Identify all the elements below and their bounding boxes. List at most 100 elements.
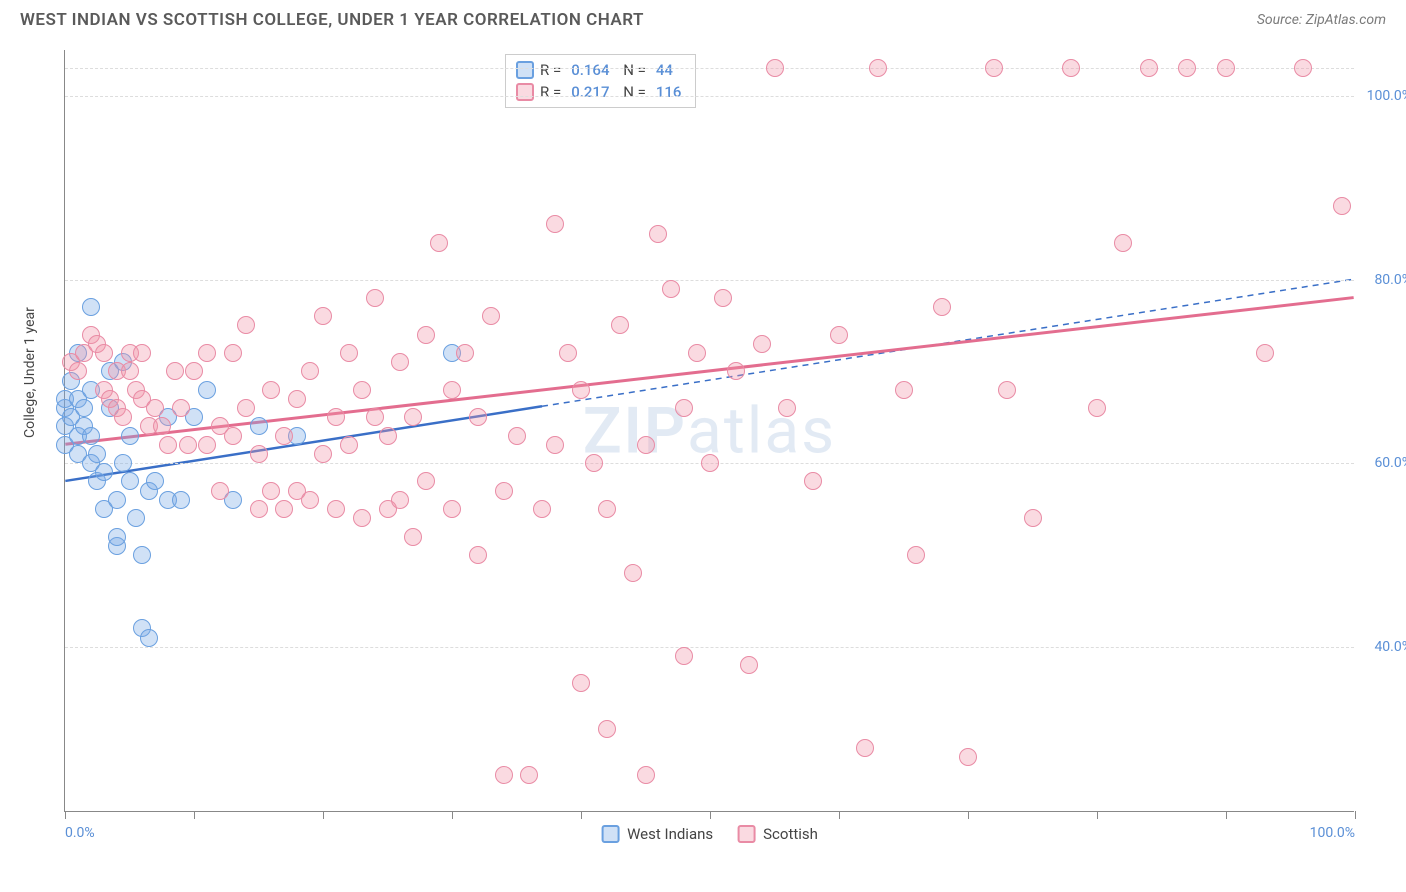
data-point — [353, 509, 371, 527]
data-point — [133, 344, 151, 362]
data-point — [250, 445, 268, 463]
data-point — [198, 344, 216, 362]
data-point — [404, 528, 422, 546]
legend-r-label: R = — [540, 61, 561, 79]
data-point — [417, 472, 435, 490]
data-point — [1062, 59, 1080, 77]
data-point — [1294, 59, 1312, 77]
data-point — [166, 362, 184, 380]
data-point — [598, 720, 616, 738]
data-point — [237, 316, 255, 334]
data-point — [262, 381, 280, 399]
legend-row: R = 0.164 N = 44 — [516, 59, 685, 81]
data-point — [262, 482, 280, 500]
data-point — [314, 445, 332, 463]
data-point — [701, 454, 719, 472]
data-point — [546, 215, 564, 233]
data-point — [179, 436, 197, 454]
data-point — [391, 491, 409, 509]
data-point — [1088, 399, 1106, 417]
data-point — [740, 656, 758, 674]
data-point — [301, 362, 319, 380]
data-point — [108, 491, 126, 509]
data-point — [482, 307, 500, 325]
gridline — [65, 647, 1354, 648]
y-axis-label: College, Under 1 year — [22, 307, 38, 438]
y-tick-label: 40.0% — [1374, 639, 1406, 655]
data-point — [275, 427, 293, 445]
data-point — [637, 766, 655, 784]
data-point — [121, 362, 139, 380]
data-point — [572, 381, 590, 399]
data-point — [224, 344, 242, 362]
data-point — [456, 344, 474, 362]
gridline — [65, 68, 1354, 69]
scatter-chart: ZIPatlas R = 0.164 N = 44 R = 0.217 N = … — [64, 50, 1354, 812]
series-legend-label: Scottish — [763, 825, 818, 843]
y-tick-label: 60.0% — [1374, 455, 1406, 471]
x-tick — [194, 811, 195, 819]
source-attribution: Source: ZipAtlas.com — [1257, 12, 1386, 28]
data-point — [959, 748, 977, 766]
data-point — [830, 326, 848, 344]
data-point — [662, 280, 680, 298]
data-point — [140, 629, 158, 647]
legend-n-label: N = — [619, 83, 645, 101]
data-point — [275, 500, 293, 518]
data-point — [895, 381, 913, 399]
y-tick-label: 100.0% — [1367, 88, 1406, 104]
data-point — [585, 454, 603, 472]
data-point — [1256, 344, 1274, 362]
data-point — [1114, 234, 1132, 252]
data-point — [804, 472, 822, 490]
data-point — [314, 307, 332, 325]
data-point — [869, 59, 887, 77]
data-point — [288, 390, 306, 408]
data-point — [495, 766, 513, 784]
data-point — [172, 491, 190, 509]
data-point — [146, 399, 164, 417]
data-point — [508, 427, 526, 445]
data-point — [82, 298, 100, 316]
data-point — [443, 500, 461, 518]
y-tick-label: 80.0% — [1374, 272, 1406, 288]
data-point — [727, 362, 745, 380]
data-point — [327, 408, 345, 426]
data-point — [121, 427, 139, 445]
data-point — [469, 408, 487, 426]
data-point — [198, 381, 216, 399]
data-point — [82, 427, 100, 445]
data-point — [714, 289, 732, 307]
data-point — [998, 381, 1016, 399]
x-tick — [581, 811, 582, 819]
gridline — [65, 280, 1354, 281]
data-point — [133, 546, 151, 564]
data-point — [1217, 59, 1235, 77]
legend-r-value: 0.217 — [571, 83, 609, 101]
legend-swatch — [516, 83, 534, 101]
data-point — [907, 546, 925, 564]
data-point — [624, 564, 642, 582]
data-point — [75, 399, 93, 417]
data-point — [340, 436, 358, 454]
legend-swatch — [737, 825, 755, 843]
data-point — [250, 417, 268, 435]
series-legend: West Indians Scottish — [601, 825, 818, 843]
data-point — [224, 427, 242, 445]
data-point — [637, 436, 655, 454]
data-point — [198, 436, 216, 454]
data-point — [559, 344, 577, 362]
data-point — [301, 491, 319, 509]
data-point — [88, 445, 106, 463]
data-point — [237, 399, 255, 417]
x-tick-label: 100.0% — [1310, 825, 1355, 841]
data-point — [675, 399, 693, 417]
data-point — [753, 335, 771, 353]
data-point — [495, 482, 513, 500]
data-point — [95, 344, 113, 362]
data-point — [127, 509, 145, 527]
data-point — [778, 399, 796, 417]
x-tick — [1226, 811, 1227, 819]
data-point — [69, 362, 87, 380]
data-point — [108, 528, 126, 546]
